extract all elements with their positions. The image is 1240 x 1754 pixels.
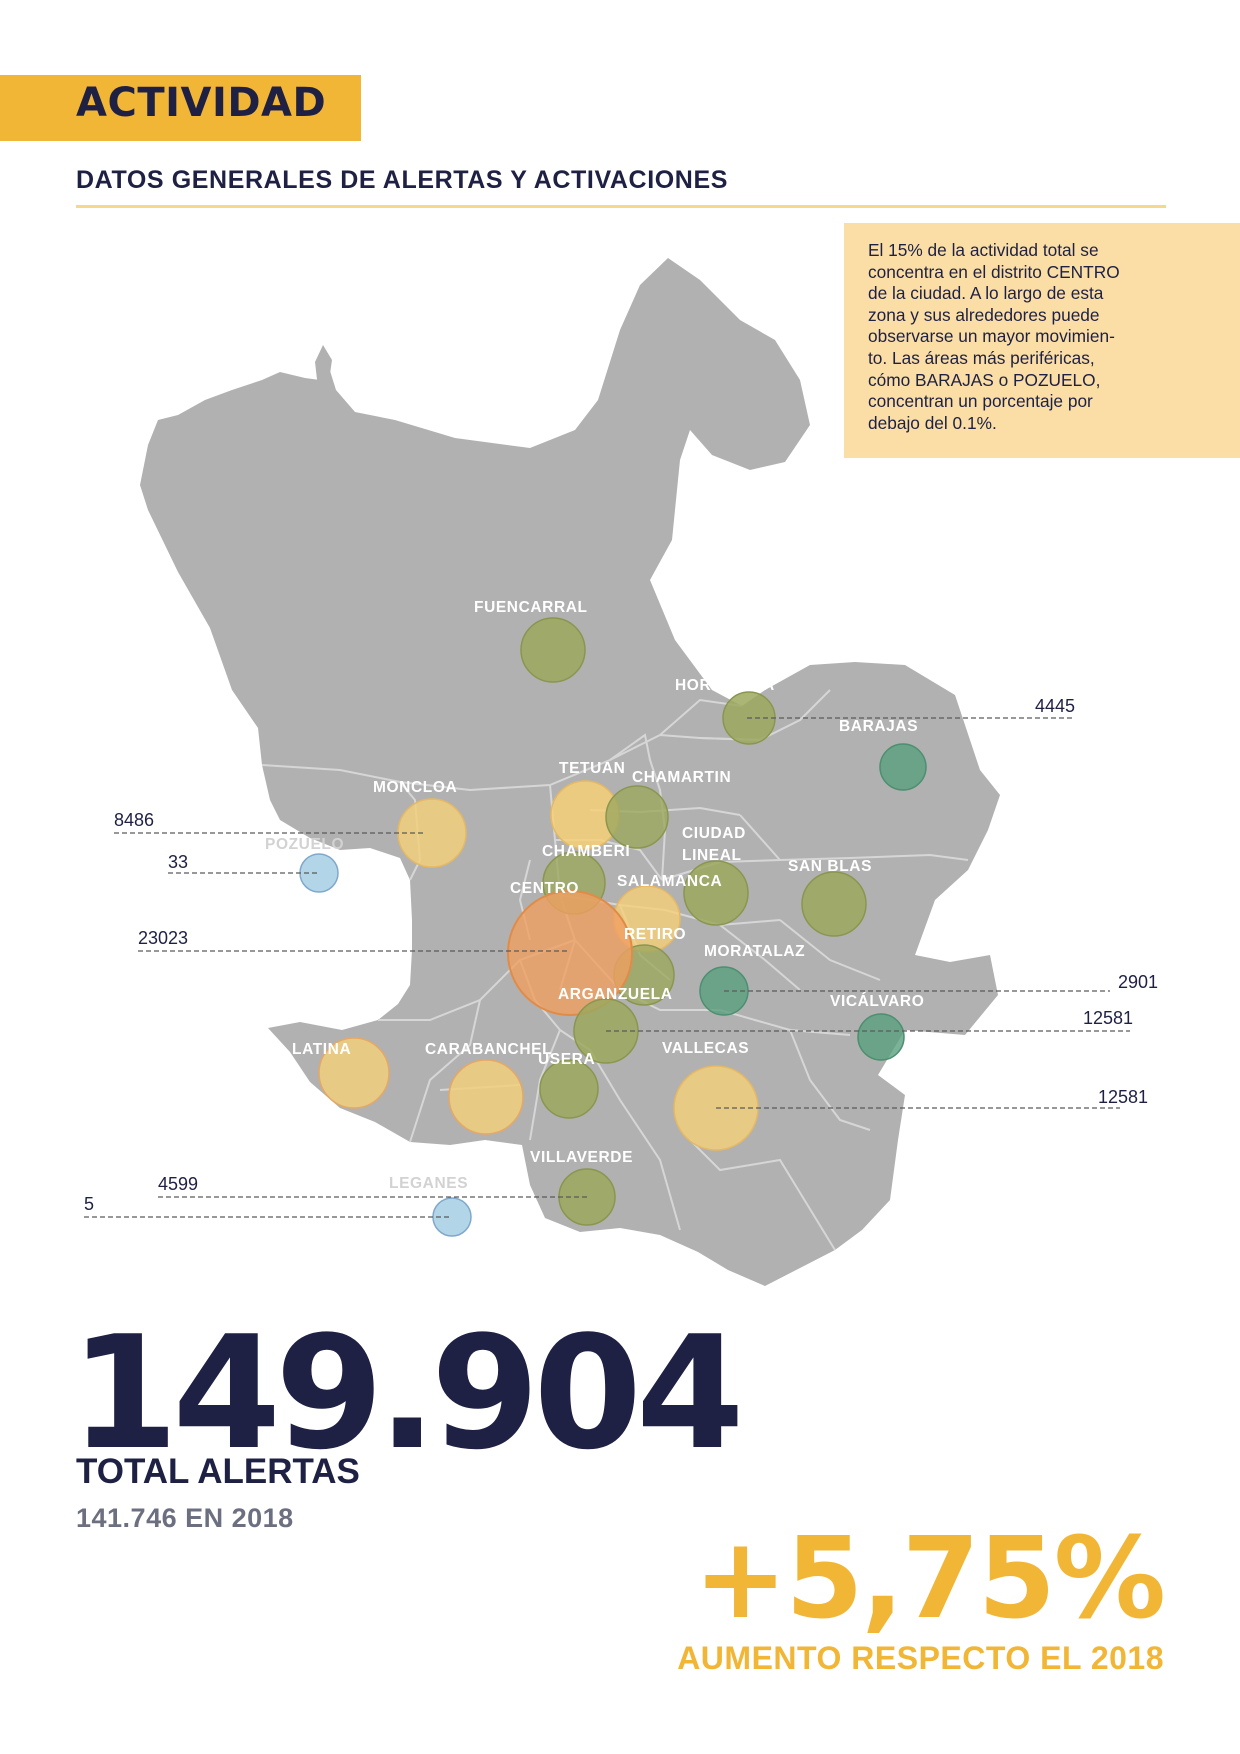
bubble-moncloa: [397, 798, 467, 868]
bubble-barajas: [879, 743, 927, 791]
label-ciudad-lineal-1: CIUDAD: [682, 825, 746, 842]
bubble-chamartin: [605, 785, 669, 849]
callout-leganes-value: 5: [84, 1194, 94, 1214]
label-carabanchel: CARABANCHEL: [425, 1041, 552, 1058]
note-line: observarse un mayor movimien-: [868, 326, 1115, 347]
subtitle-divider: [76, 205, 1166, 208]
callout-moncloa-value: 8486: [114, 810, 154, 830]
page-title: ACTIVIDAD: [76, 80, 327, 126]
callout-centro-value: 23023: [138, 928, 188, 948]
label-usera: USERA: [538, 1051, 595, 1068]
bubble-layer: [299, 617, 927, 1237]
label-hortaleza: HORTALEZA: [675, 677, 775, 694]
bubble-centro: [507, 890, 633, 1016]
label-vicalvaro: VICÁLVARO: [830, 993, 924, 1010]
previous-year-total: 141.746 EN 2018: [76, 1503, 294, 1533]
note-line: to. Las áreas más periféricas,: [868, 347, 1095, 368]
callout-values: 4445 8486 33 23023 2901 12581 12581 4599…: [84, 696, 1158, 1214]
bubble-latina: [318, 1037, 390, 1109]
label-arganzuela: ARGANZUELA: [558, 986, 673, 1003]
label-pozuelo: POZUELO: [265, 836, 344, 853]
label-moratalaz: MORATALAZ: [704, 943, 805, 960]
bubble-ciudad-lineal: [683, 860, 749, 926]
label-chamartin: CHAMARTIN: [632, 769, 731, 786]
note-line: debajo del 0.1%.: [868, 412, 997, 433]
bubble-vicalvaro: [857, 1013, 905, 1061]
callout-villaverde-value: 4599: [158, 1174, 198, 1194]
label-chamberi: CHAMBERI: [542, 843, 630, 860]
info-note: El 15% de la actividad total se concentr…: [844, 223, 1240, 458]
label-salamanca: SALAMANCA: [617, 873, 722, 890]
bubble-usera: [539, 1059, 599, 1119]
district-borders: [261, 689, 969, 1251]
section-subtitle: DATOS GENERALES DE ALERTAS Y ACTIVACIONE…: [76, 166, 728, 194]
label-vallecas: VALLECAS: [662, 1040, 749, 1057]
note-line: concentran un porcentaje por: [868, 391, 1093, 412]
title-banner: [0, 75, 361, 141]
note-line: de la ciudad. A lo largo de esta: [868, 283, 1104, 304]
change-percentage: +5,75%: [693, 1514, 1166, 1644]
note-line: El 15% de la actividad total se: [868, 240, 1099, 260]
madrid-district-map: FUENCARRAL HORTALEZA BARAJAS TETUAN CHAM…: [84, 258, 1158, 1286]
label-villaverde: VILLAVERDE: [530, 1149, 633, 1166]
total-alerts-label: TOTAL ALERTAS: [76, 1452, 360, 1491]
callout-moratalaz-value: 2901: [1118, 972, 1158, 992]
district-labels: FUENCARRAL HORTALEZA BARAJAS TETUAN CHAM…: [265, 599, 924, 1192]
label-ciudad-lineal-2: LINEAL: [682, 847, 742, 864]
bubble-san-blas: [801, 871, 867, 937]
note-line: zona y sus alrededores puede: [868, 304, 1100, 325]
callout-pozuelo-value: 33: [168, 852, 188, 872]
callout-vallecas-value: 12581: [1098, 1087, 1148, 1107]
bubble-carabanchel: [448, 1059, 524, 1135]
label-moncloa: MONCLOA: [373, 779, 457, 796]
callout-hortaleza-value: 4445: [1035, 696, 1075, 716]
note-line: concentra en el distrito CENTRO: [868, 261, 1120, 282]
label-tetuan: TETUAN: [559, 760, 625, 777]
label-barajas: BARAJAS: [839, 718, 918, 735]
callout-lines: [84, 717, 1130, 1218]
label-san-blas: SAN BLAS: [788, 858, 872, 875]
bubble-fuencarral: [520, 617, 586, 683]
callout-arganzuela-value: 12581: [1083, 1008, 1133, 1028]
label-centro: CENTRO: [510, 880, 579, 897]
label-leganes: LEGANES: [389, 1175, 468, 1192]
change-label: AUMENTO RESPECTO EL 2018: [677, 1640, 1164, 1676]
label-retiro: RETIRO: [624, 926, 686, 943]
label-latina: LATINA: [292, 1041, 351, 1058]
note-line: cómo BARAJAS o POZUELO,: [868, 369, 1101, 390]
label-fuencarral: FUENCARRAL: [474, 599, 588, 616]
total-alerts-number: 149.904: [70, 1302, 745, 1484]
